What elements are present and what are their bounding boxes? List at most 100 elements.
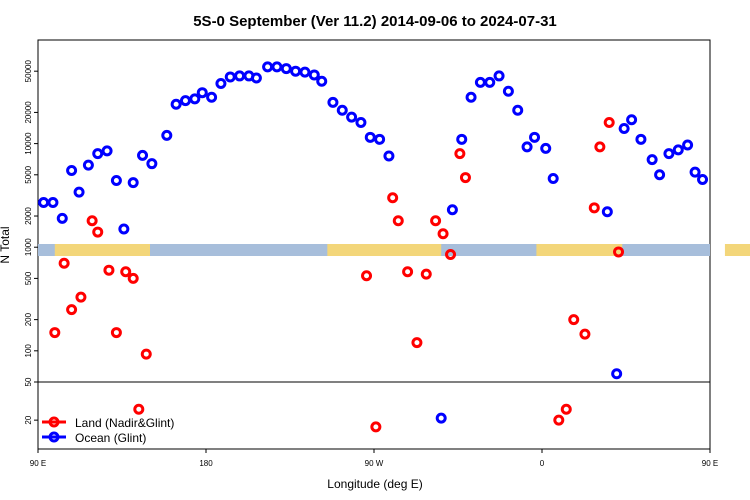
data-point	[635, 133, 647, 145]
data-point	[547, 173, 559, 185]
data-point	[454, 148, 466, 160]
legend-swatch-ocean	[48, 431, 60, 443]
data-point	[521, 141, 533, 153]
data-point	[459, 172, 471, 184]
x-tick-label: 90 E	[30, 459, 46, 468]
data-point	[140, 348, 152, 360]
data-point	[215, 78, 227, 90]
land-segment	[536, 244, 623, 256]
data-point	[435, 412, 447, 424]
data-point	[484, 76, 496, 88]
data-point	[49, 327, 61, 339]
data-point	[308, 69, 320, 81]
data-point	[654, 169, 666, 181]
data-point	[611, 368, 623, 380]
data-point	[370, 421, 382, 433]
data-point	[502, 85, 514, 97]
y-tick-label: 200	[24, 312, 33, 326]
data-point	[613, 246, 625, 258]
data-point	[120, 266, 132, 278]
data-point	[540, 142, 552, 154]
data-point	[110, 175, 122, 187]
data-point	[402, 266, 414, 278]
data-point	[101, 145, 113, 157]
data-point	[137, 149, 149, 161]
data-point	[603, 116, 615, 128]
data-point	[234, 70, 246, 82]
data-point	[411, 337, 423, 349]
data-point	[47, 197, 59, 209]
data-point	[445, 249, 457, 261]
data-point	[299, 66, 311, 78]
data-point	[689, 166, 701, 178]
data-point	[110, 327, 122, 339]
data-point	[189, 93, 201, 105]
data-point	[66, 304, 78, 316]
legend-label-land: Land (Nadir&Glint)	[75, 416, 174, 430]
y-tick-label: 1000	[24, 238, 33, 256]
y-tick-label: 100	[24, 344, 33, 358]
x-tick-label: 180	[199, 459, 213, 468]
data-point	[493, 70, 505, 82]
data-point	[58, 257, 70, 269]
data-point	[430, 215, 442, 227]
y-tick-label: 20000	[24, 101, 33, 124]
data-point	[127, 272, 139, 284]
land-segment	[54, 244, 150, 256]
data-point	[697, 174, 709, 186]
y-tick-label: 5000	[24, 165, 33, 183]
y-tick-label: 50000	[24, 60, 33, 83]
data-point	[179, 95, 191, 107]
chart-title: 5S-0 September (Ver 11.2) 2014-09-06 to …	[193, 13, 557, 30]
land-segment	[724, 244, 750, 256]
y-tick-label: 500	[24, 271, 33, 285]
data-point	[420, 268, 432, 280]
data-point	[127, 177, 139, 189]
x-tick-label: 90 E	[702, 459, 718, 468]
data-point	[646, 154, 658, 166]
data-point	[92, 226, 104, 238]
data-point	[588, 202, 600, 214]
data-point	[146, 158, 158, 170]
y-axis-label: N Total	[0, 226, 12, 263]
series-ocean	[38, 61, 709, 424]
legend: Land (Nadir&Glint) Ocean (Glint)	[42, 416, 174, 445]
data-point	[437, 228, 449, 240]
data-point	[336, 104, 348, 116]
data-point	[206, 91, 218, 103]
data-point	[196, 87, 208, 99]
data-points	[38, 61, 709, 433]
data-point	[75, 291, 87, 303]
data-point	[86, 215, 98, 227]
data-point	[56, 212, 68, 224]
data-point	[553, 414, 565, 426]
legend-item-land: Land (Nadir&Glint)	[42, 416, 174, 430]
data-point	[383, 150, 395, 162]
data-point	[103, 264, 115, 276]
data-point	[594, 141, 606, 153]
data-point	[224, 71, 236, 83]
y-tick-label: 2000	[24, 207, 33, 225]
data-point	[601, 206, 613, 218]
data-point	[663, 148, 675, 160]
series-land	[49, 116, 625, 433]
data-point	[73, 186, 85, 198]
data-point	[682, 139, 694, 151]
data-point	[66, 165, 78, 177]
x-axis: 90 E 180 90 W 0 90 E	[30, 449, 718, 468]
data-point	[626, 114, 638, 126]
legend-item-ocean: Ocean (Glint)	[42, 431, 146, 445]
data-point	[465, 91, 477, 103]
data-point	[355, 116, 367, 128]
data-point	[579, 328, 591, 340]
data-point	[118, 223, 130, 235]
data-point	[161, 129, 173, 141]
data-point	[327, 96, 339, 108]
data-point	[133, 403, 145, 415]
data-point	[560, 403, 572, 415]
data-point	[529, 131, 541, 143]
y-tick-label: 10000	[24, 132, 33, 155]
land-segment	[327, 244, 442, 256]
data-point	[512, 104, 524, 116]
